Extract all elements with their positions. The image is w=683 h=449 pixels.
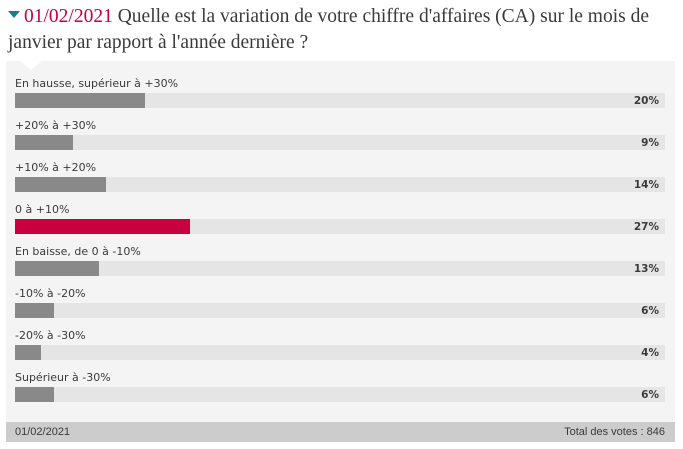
option-percentage: 6% — [641, 305, 659, 317]
poll-option: +10% à +20% 14% — [15, 161, 665, 192]
poll-footer: 01/02/2021 Total des votes : 846 — [6, 422, 675, 442]
option-label: En hausse, supérieur à +30% — [15, 77, 179, 90]
bar-track: 20% — [15, 93, 665, 108]
total-votes: Total des votes : 846 — [564, 426, 665, 438]
option-label: -20% à -30% — [15, 329, 86, 342]
panel-notch — [20, 61, 42, 70]
option-percentage: 14% — [633, 179, 659, 191]
option-percentage: 13% — [633, 263, 659, 275]
option-label: Supérieur à -30% — [15, 371, 111, 384]
option-label: +10% à +20% — [15, 161, 97, 174]
bar-fill-highlighted — [15, 219, 190, 234]
bar-track: 27% — [15, 219, 665, 234]
poll-option: En hausse, supérieur à +30% 20% — [15, 77, 665, 108]
poll-option: +20% à +30% 9% — [15, 119, 665, 150]
bar-fill — [15, 345, 41, 360]
footer-date: 01/02/2021 — [15, 426, 71, 438]
bar-track: 4% — [15, 345, 665, 360]
bar-fill — [15, 93, 145, 108]
bar-fill — [15, 387, 54, 402]
poll-option: 0 à +10% 27% — [15, 203, 665, 234]
option-label: 0 à +10% — [15, 203, 70, 216]
option-label: +20% à +30% — [15, 119, 97, 132]
poll-option: -20% à -30% 4% — [15, 329, 665, 360]
option-label: -10% à -20% — [15, 287, 86, 300]
bar-track: 9% — [15, 135, 665, 150]
bar-fill — [15, 177, 106, 192]
bar-fill — [15, 135, 73, 150]
poll-option: Supérieur à -30% 6% — [15, 371, 665, 402]
bar-track: 6% — [15, 387, 665, 402]
option-percentage: 6% — [641, 389, 659, 401]
option-percentage: 20% — [633, 95, 659, 107]
poll-question: Quelle est la variation de votre chiffre… — [8, 6, 649, 53]
option-percentage: 9% — [641, 137, 659, 149]
option-percentage: 27% — [633, 221, 659, 233]
bar-track: 14% — [15, 177, 665, 192]
bar-fill — [15, 303, 54, 318]
poll-option: En baisse, de 0 à -10% 13% — [15, 245, 665, 276]
bar-track: 6% — [15, 303, 665, 318]
caret-down-icon[interactable] — [8, 11, 20, 19]
poll-results-panel: En hausse, supérieur à +30% 20% +20% à +… — [6, 61, 675, 422]
bar-fill — [15, 261, 99, 276]
poll-date: 01/02/2021 — [24, 6, 113, 27]
poll-header: 01/02/2021 Quelle est la variation de vo… — [8, 4, 676, 56]
option-label: En baisse, de 0 à -10% — [15, 245, 141, 258]
poll-option: -10% à -20% 6% — [15, 287, 665, 318]
option-percentage: 4% — [641, 347, 659, 359]
bar-track: 13% — [15, 261, 665, 276]
